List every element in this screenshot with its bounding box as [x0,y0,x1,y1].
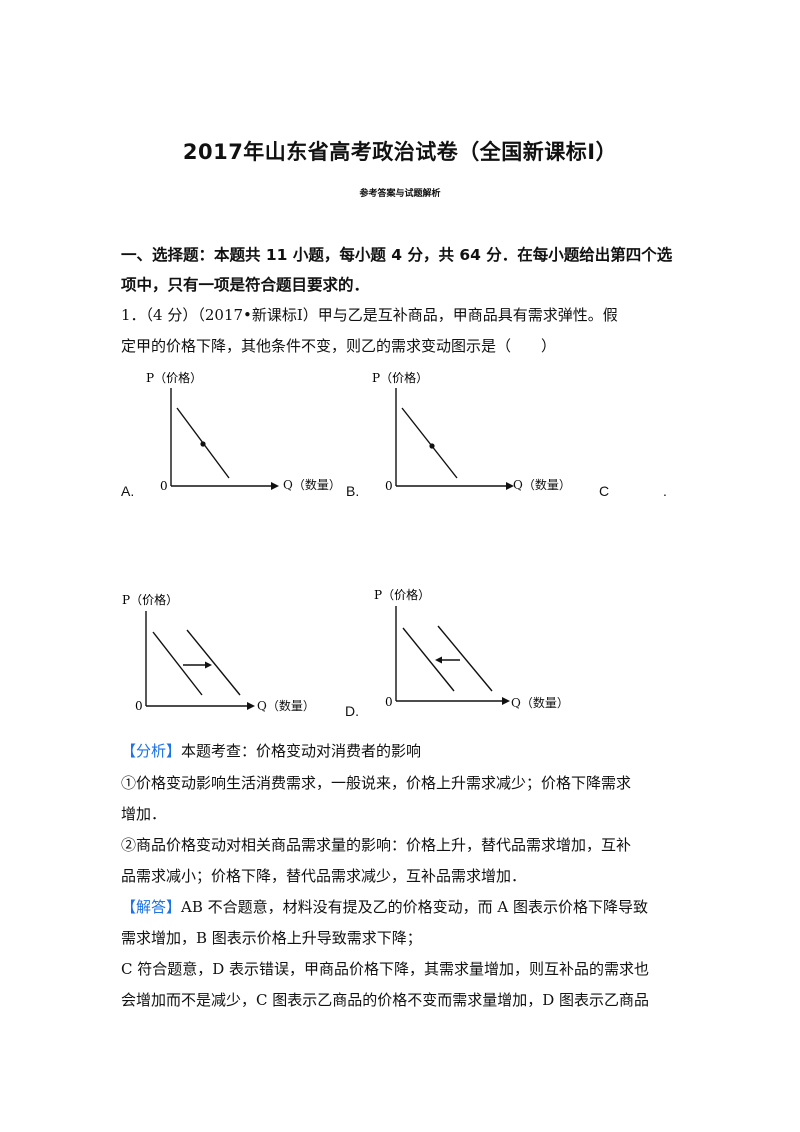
graph-d-x-arrow [502,697,510,705]
page-subtitle: 参考答案与试题解析 [359,189,441,199]
graph-c-y-label: P（价格） [122,592,178,607]
analysis-line2: ①价格变动影响生活消费需求，一般说来，价格上升需求减少；价格下降需求 [121,774,632,792]
graph-b-origin: 0 [385,479,393,493]
answer-tag: 【解答】 [121,898,182,916]
graph-c: P（价格） 0 [122,592,255,713]
option-d-label: D. [345,703,359,719]
graph-d-demand-curve-1 [402,627,455,692]
graph-d: P（价格） 0 [374,587,510,709]
question-line1: 1．（4 分）（2017•新课标Ⅰ）甲与乙是互补商品，甲商品具有需求弹性。假 [121,306,618,324]
graph-c-x-arrow [247,702,255,710]
graph-b-demand-curve [401,407,458,479]
graph-b-x-label: Q（数量） [513,478,571,492]
graph-c-demand-curve-1 [152,631,203,696]
section-heading-line1: 一、选择题：本题共 11 小题，每小题 4 分，共 64 分．在每小题给出第四个… [121,246,673,264]
graph-b: P（价格） 0 [372,370,514,493]
section-heading-line2: 项中，只有一项是符合题目要求的． [121,276,370,294]
answer-text: AB 不合题意，材料没有提及乙的价格变动，而 A 图表示价格下降导致 [181,898,649,916]
graph-c-shift-arrowhead [205,661,212,669]
graph-a-x-arrow [271,482,279,490]
graph-d-origin: 0 [385,695,393,709]
graph-d-y-label: P（价格） [374,587,430,602]
analysis-line3: 增加． [121,805,167,823]
graph-d-shift-arrowhead [435,656,442,664]
analysis-line4: ②商品价格变动对相关商品需求量的影响：价格上升，替代品需求增加，互补 [121,836,632,854]
analysis-line1: 【分析】本题考查：价格变动对消费者的影响 [121,740,421,761]
graph-b-y-label: P（价格） [372,370,428,385]
graph-b-point [429,443,435,449]
graph-a-point [200,441,206,447]
question-line2: 定甲的价格下降，其他条件不变，则乙的需求变动图示是（ ） [121,337,557,355]
answer-line1: 【解答】AB 不合题意，材料没有提及乙的价格变动，而 A 图表示价格下降导致 [121,896,648,917]
graph-c-x-label: Q（数量） [257,699,315,713]
graph-a-x-label: Q（数量） [283,478,341,492]
answer-line4: 会增加而不是减少，C 图表示乙商品的价格不变而需求量增加，D 图表示乙商品 [121,991,650,1009]
graph-a-origin: 0 [160,479,168,493]
graph-a-y-label: P（价格） [146,370,202,385]
option-b-label: B. [346,483,360,499]
graph-d-x-label: Q（数量） [511,696,569,710]
analysis-tag: 【分析】 [121,742,182,760]
analysis-text: 本题考查：价格变动对消费者的影响 [181,742,422,760]
analysis-line5: 品需求减小；价格下降，替代品需求减少，互补品需求增加． [121,867,527,885]
option-c-label: C [599,483,610,499]
graph-c-origin: 0 [135,699,143,713]
graph-d-demand-curve-2 [437,625,493,692]
graph-a: P（价格） 0 [146,370,279,493]
graph-b-x-arrow [506,482,514,490]
answer-line3: C 符合题意，D 表示错误，甲商品价格下降，其需求量增加，则互补品的需求也 [121,960,650,978]
answer-line2: 需求增加，B 图表示价格上升导致需求下降； [121,929,422,947]
option-a-label: A. [121,483,135,499]
page-title: 2017年山东省高考政治试卷（全国新课标Ⅰ） [182,140,618,164]
option-c-dot: . [663,483,667,499]
graph-c-demand-curve-2 [186,629,241,696]
